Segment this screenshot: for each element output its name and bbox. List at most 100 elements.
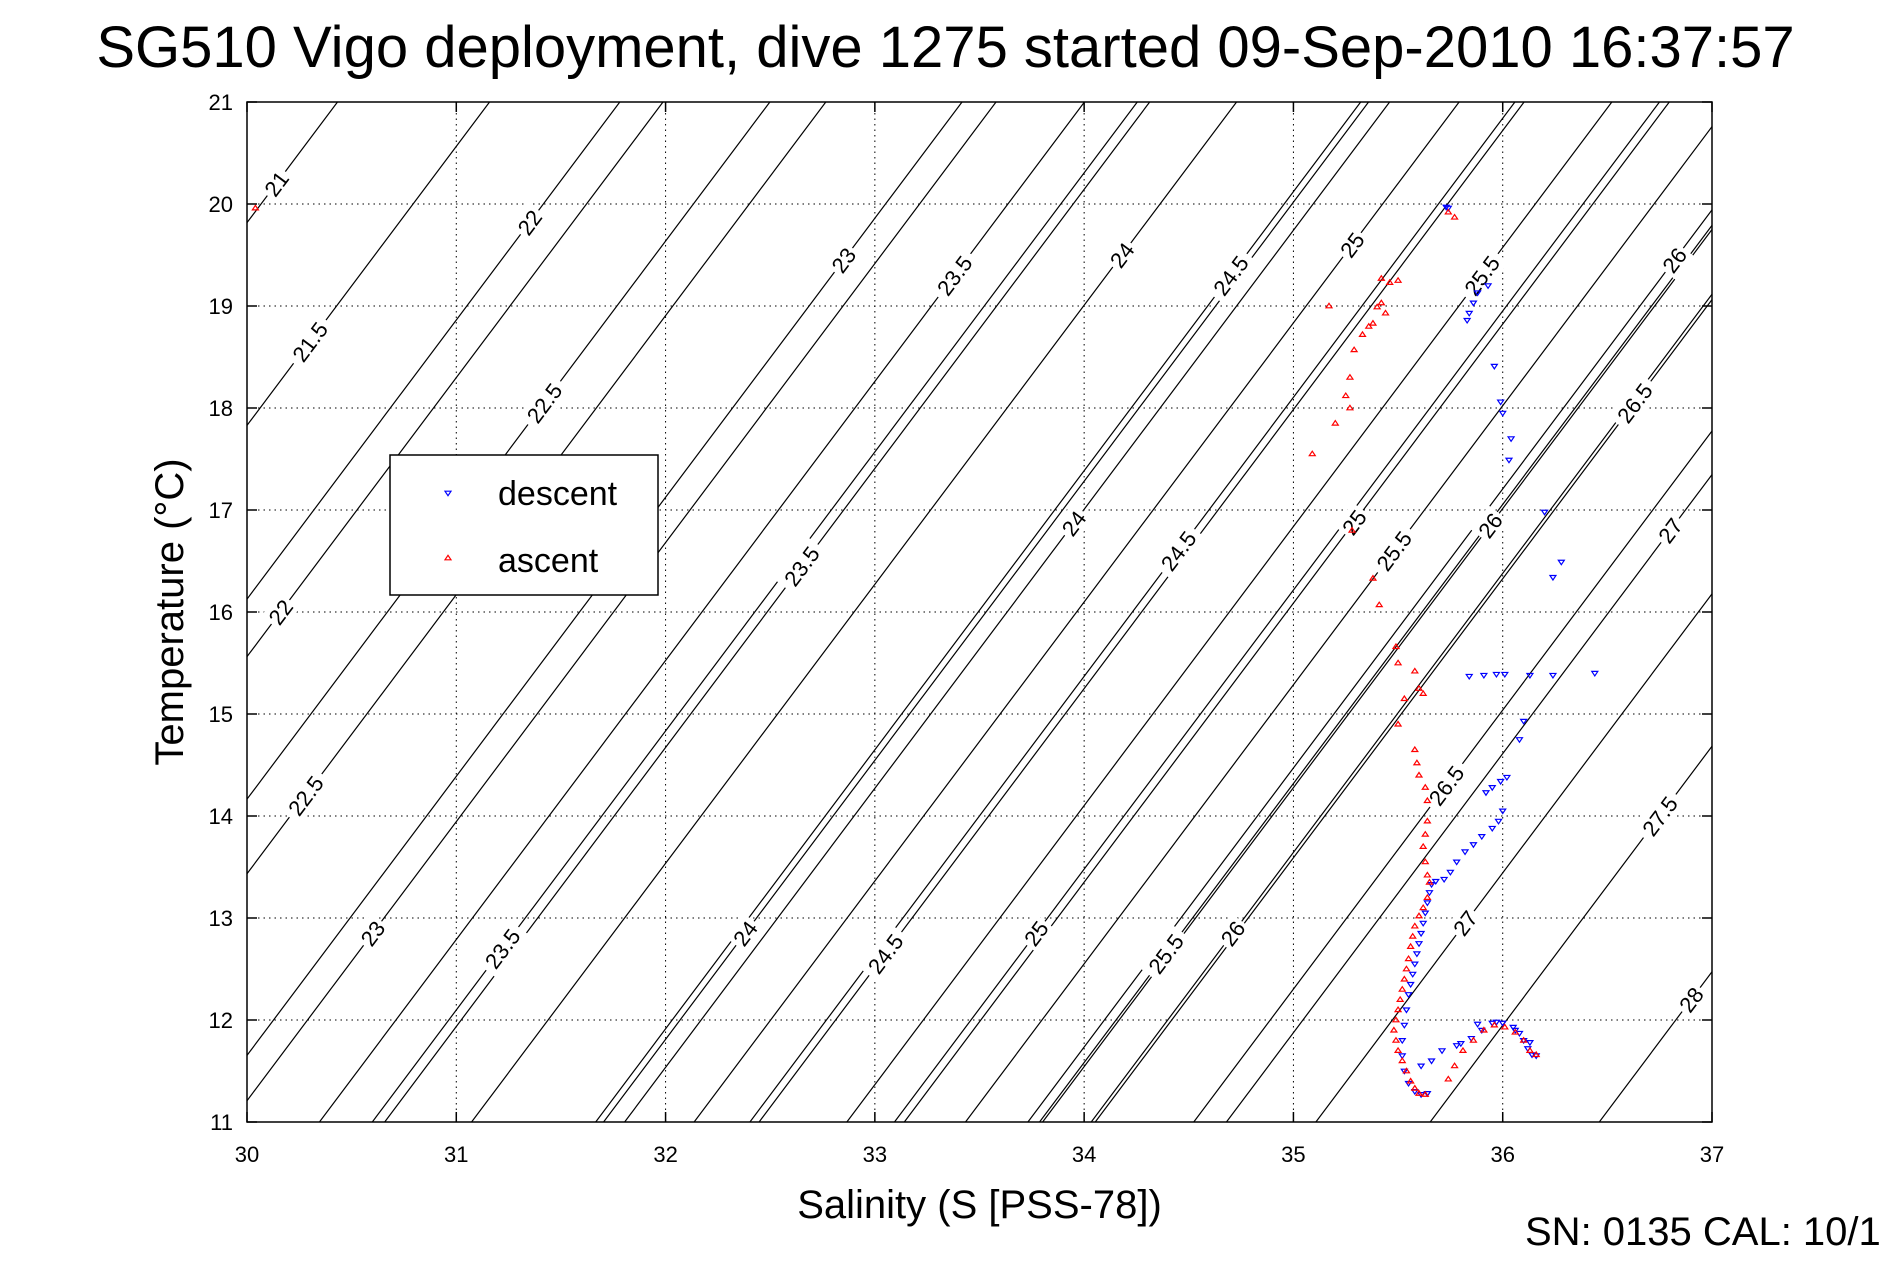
- isopycnal-label-group-8: 23.5: [927, 245, 981, 305]
- isopycnal-label-bg-14: [1204, 245, 1258, 305]
- isopycnal-label-group-29: 27: [1445, 903, 1485, 943]
- isopycnal-label-group-31: 28: [1671, 979, 1711, 1020]
- isopycnal-line-25-19: [893, 102, 1661, 1122]
- descent-point-4: [1469, 300, 1478, 307]
- ascent-point-67: [1490, 1021, 1499, 1028]
- ascent-point-45: [1406, 942, 1415, 949]
- ascent-point-25: [1414, 684, 1424, 691]
- y-tick-label-11: 11: [210, 1110, 233, 1135]
- ascent-point-37: [1421, 858, 1430, 865]
- isopycnal-label-group-0: 21: [256, 163, 296, 204]
- isopycnal-label-3: 22: [264, 595, 299, 630]
- isopycnal-label-group-7: 23: [353, 913, 392, 954]
- isopycnal-label-bg-10: [475, 919, 529, 978]
- descent-point-22: [1519, 718, 1528, 725]
- isopycnal-label-13: 24: [728, 916, 763, 951]
- isopycnal-label-bg-24: [1470, 505, 1510, 546]
- ascent-point-23: [1393, 659, 1403, 666]
- isopycnal-label-bg-5: [279, 766, 333, 825]
- ascent-point-19: [1347, 526, 1357, 533]
- descent-point-73: [1525, 1040, 1535, 1047]
- descent-point-30: [1488, 825, 1497, 833]
- isopycnal-line-24-12: [623, 102, 1391, 1122]
- isopycnal-label-bg-27: [1419, 756, 1473, 815]
- y-tick-label-12: 12: [209, 1008, 233, 1033]
- descent-point-35: [1446, 869, 1455, 876]
- descent-point-18: [1500, 671, 1509, 679]
- ascent-point-47: [1402, 965, 1411, 972]
- isopycnal-label-0: 21: [259, 167, 294, 202]
- descent-point-27: [1481, 790, 1491, 797]
- descent-point-14: [1548, 574, 1558, 582]
- y-tick-label-16: 16: [209, 600, 233, 625]
- descent-point-13: [1557, 559, 1566, 566]
- descent-point-41: [1421, 910, 1430, 917]
- descent-point-62: [1452, 1043, 1461, 1050]
- isopycnal-label-17: 25: [1335, 228, 1370, 263]
- isopycnal-line-25.5-21: [964, 125, 1712, 1122]
- y-tick-label-19: 19: [209, 294, 233, 319]
- x-tick-label-36: 36: [1490, 1142, 1514, 1167]
- descent-point-45: [1412, 951, 1422, 958]
- descent-point-53: [1398, 1053, 1407, 1060]
- isopycnal-label-bg-4: [517, 373, 571, 433]
- ascent-point-50: [1396, 995, 1405, 1002]
- ascent-point-49: [1398, 985, 1407, 992]
- isopycnal-label-bg-19: [1016, 913, 1056, 954]
- y-tick-label-13: 13: [209, 906, 233, 931]
- isopycnal-label-31: 28: [1674, 983, 1709, 1018]
- ascent-point-62: [1444, 1075, 1453, 1082]
- ascent-point-2: [1450, 213, 1459, 220]
- descent-point-77: [1456, 1041, 1465, 1048]
- isopycnal-label-7: 23: [356, 916, 391, 951]
- axis-ticks: 30 31 32 33 34 35 36 37 11 12 13 14 15 16 17 18 19 20 21: [209, 90, 1725, 1167]
- ascent-point-31: [1414, 771, 1424, 778]
- isopycnal-line-26-25: [1090, 293, 1712, 1122]
- descent-point-28: [1498, 808, 1507, 815]
- isopycnal-label-bg-2: [510, 202, 549, 243]
- ascent-point-48: [1400, 975, 1409, 982]
- ascent-point-40: [1423, 893, 1432, 900]
- descent-point-39: [1425, 890, 1434, 897]
- descent-point-50: [1402, 1007, 1411, 1014]
- x-tick-label-34: 34: [1072, 1142, 1096, 1167]
- ascent-point-6: [1385, 278, 1394, 285]
- descent-point-11: [1504, 457, 1514, 464]
- descent-point-36: [1439, 876, 1449, 884]
- isopycnal-label-bg-13: [725, 913, 765, 954]
- descent-point-44: [1414, 941, 1424, 948]
- ascent-point-3: [1324, 302, 1334, 309]
- isopycnal-label-28: 27: [1653, 513, 1688, 548]
- descent-point-42: [1419, 920, 1428, 927]
- isopycnal-label-19: 25: [1019, 916, 1054, 951]
- descent-point-26: [1488, 785, 1497, 792]
- legend-marker-descent: [443, 490, 453, 497]
- ascent-point-4: [1377, 274, 1386, 281]
- descent-point-66: [1498, 1020, 1507, 1027]
- isopycnal-line-28-31: [1598, 970, 1712, 1122]
- ascent-point-52: [1391, 1016, 1401, 1023]
- descent-point-7: [1490, 363, 1499, 370]
- isopycnal-label-bg-11: [1102, 235, 1142, 275]
- ascent-point-20: [1368, 574, 1378, 581]
- ascent-point-5: [1393, 276, 1403, 283]
- isopycnal-label-group-17: 25: [1332, 225, 1372, 265]
- isopycnal-label-bg-8: [927, 245, 981, 305]
- ascent-point-21: [1375, 601, 1384, 608]
- y-tick-label-14: 14: [209, 804, 233, 829]
- ascent-point-72: [1532, 1050, 1541, 1058]
- x-tick-label-30: 30: [235, 1142, 259, 1167]
- x-tick-label-35: 35: [1281, 1142, 1305, 1167]
- descent-point-67: [1509, 1024, 1518, 1031]
- legend-label-ascent: ascent: [498, 542, 599, 580]
- isopycnal-line-22-2: [247, 102, 621, 601]
- ascent-point-43: [1410, 922, 1419, 929]
- ascent-point-22: [1391, 642, 1401, 650]
- isopycnal-label-bg-1: [283, 312, 337, 372]
- isopycnal-line-22.5-5: [247, 102, 827, 875]
- ascent-point-8: [1373, 303, 1382, 310]
- footer-serial: SN: 0135 CAL: 10/1: [1525, 1210, 1881, 1254]
- descent-point-60: [1427, 1058, 1436, 1065]
- isopycnal-label-bg-3: [261, 592, 300, 632]
- ascent-point-53: [1389, 1026, 1399, 1033]
